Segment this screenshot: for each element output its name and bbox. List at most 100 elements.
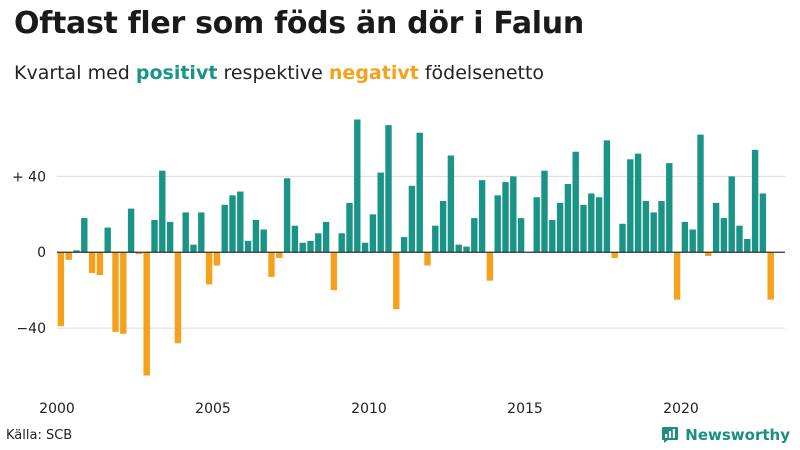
bar [268,252,275,277]
bar [447,155,455,253]
bar [549,220,556,253]
bar [432,225,439,253]
bar [151,220,158,253]
bars [57,119,774,376]
x-tick-label: 2010 [351,401,387,417]
x-tick-label: 2020 [663,401,699,417]
bar [252,220,260,253]
bar [564,183,572,253]
brand-logo: Newsworthy [661,426,790,444]
bar [634,153,642,253]
bar [377,172,384,253]
bar [159,170,166,253]
y-tick-label: −40 [16,321,46,337]
bar [57,252,65,327]
bar [728,176,735,253]
bar [65,252,72,260]
bar [190,244,197,253]
bar [705,252,712,257]
bar [471,218,478,253]
bar [478,180,486,253]
bar [393,252,400,310]
bar [330,252,338,291]
bar [666,163,673,253]
bar [424,252,431,266]
bar [73,250,80,253]
bar [354,119,361,253]
bar [120,252,127,334]
y-tick-label: + 40 [12,169,46,185]
bar [361,242,369,253]
bar [346,202,353,253]
bar [658,201,665,253]
bar [244,240,252,253]
axes: −40 0 + 40 2000 2005 2010 2015 2020 [12,169,785,417]
bar [213,252,221,266]
bar [143,252,150,376]
bar [276,252,283,258]
bar [291,225,299,253]
bar [673,252,681,300]
bar [595,197,603,253]
bar [182,212,189,253]
chart-subtitle: Kvartal med positivt respektive negativt… [14,62,544,84]
bar [517,218,525,253]
bar [720,218,728,253]
bar [767,252,774,300]
bar [463,246,470,253]
bar [689,229,696,253]
bar-chart-speech-bubble-icon [662,427,679,443]
bar [759,193,767,253]
bar [619,223,626,253]
bar [556,202,564,253]
x-tick-label: 2005 [195,401,231,417]
subtitle-negative-word: negativt [328,62,419,84]
bar [369,214,377,253]
bar [112,252,119,332]
bar [96,252,104,275]
bar [198,212,205,253]
bar [541,170,548,253]
x-tick-label: 2015 [507,401,543,417]
bar [299,242,306,253]
bar [307,240,314,253]
bar [104,227,111,253]
bar [400,237,408,253]
source-note: Källa: SCB [6,428,73,443]
bar [588,193,595,253]
bar [385,125,392,253]
bar [283,178,291,253]
bar [712,202,720,253]
bar [486,252,494,281]
bar [338,233,345,253]
bar [697,134,704,253]
subtitle-prefix: Kvartal med [14,62,136,84]
bar [260,229,267,253]
x-tick-label: 2000 [39,401,75,417]
bar [416,132,423,253]
bar [580,204,587,253]
bar [650,212,657,253]
subtitle-middle: respektive [217,62,329,84]
y-tick-label: 0 [37,245,46,261]
bar [81,218,88,253]
bar [135,252,143,255]
bar [455,244,462,253]
bar [642,201,650,253]
bar [237,191,244,253]
bar [502,182,509,253]
bar [174,252,182,344]
bar [408,185,416,253]
bar [681,221,689,253]
bar [315,233,322,253]
bar [744,238,751,253]
subtitle-positive-word: positivt [135,62,218,84]
bar [533,197,540,253]
chart-title: Oftast fler som föds än dör i Falun [14,6,584,41]
bar [572,151,579,253]
brand-name: Newsworthy [685,426,790,444]
bar [221,204,228,253]
bar [322,221,330,253]
bar [494,195,501,253]
